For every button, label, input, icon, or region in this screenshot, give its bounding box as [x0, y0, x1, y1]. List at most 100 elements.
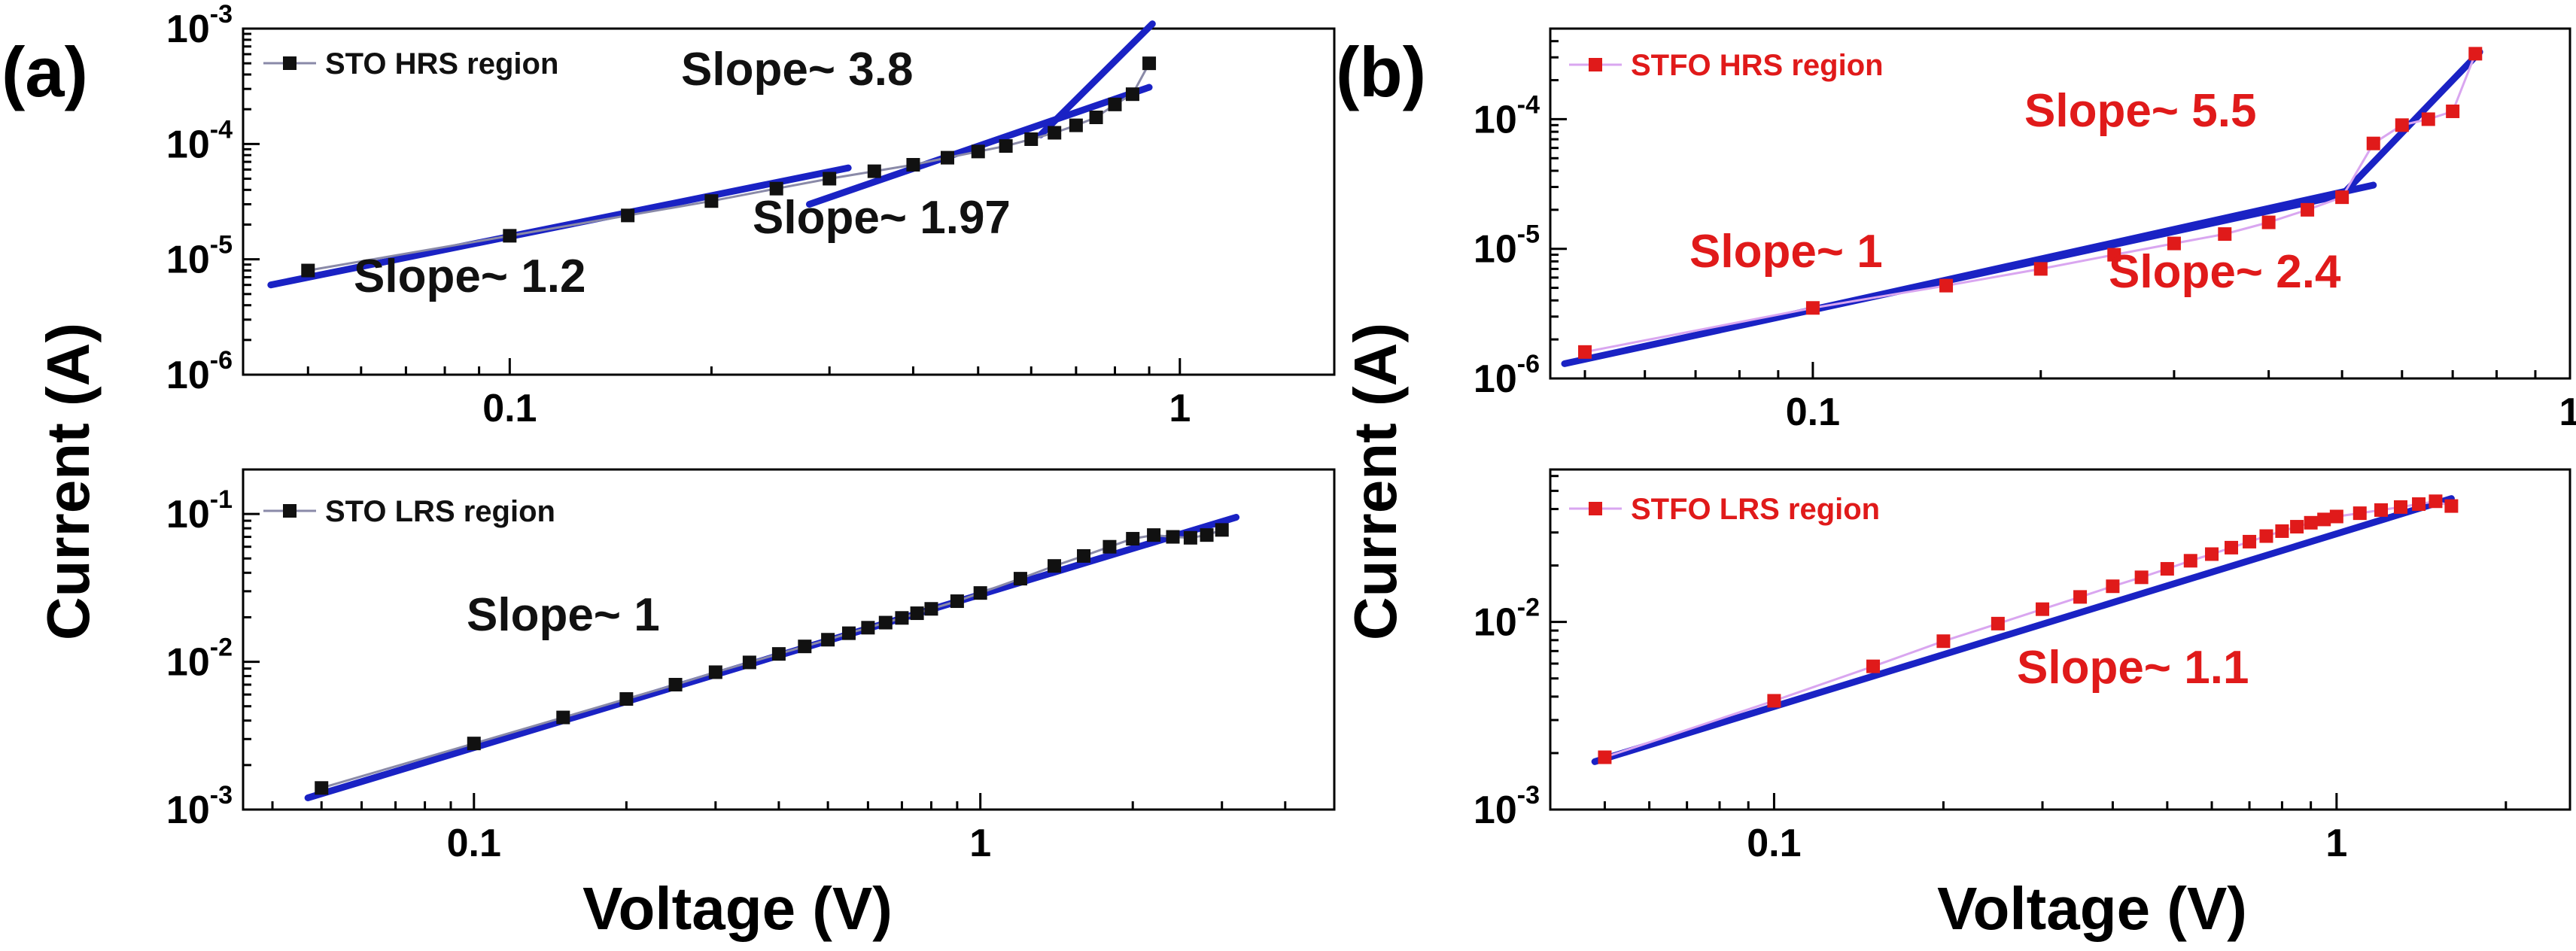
x-tick-label: 1 — [2325, 822, 2347, 865]
y-tick-label: 10-3 — [1474, 781, 1540, 832]
panel-label-b: (b) — [1336, 32, 1426, 111]
data-point — [2106, 579, 2120, 594]
legend-label: STFO HRS region — [1631, 49, 1884, 82]
data-point — [973, 586, 987, 600]
fit-line — [1037, 20, 1156, 138]
data-point — [1215, 523, 1229, 537]
data-point — [1598, 750, 1612, 764]
chart-panel-sto-lrs: 0.1 1 10-3 10-2 10-1 STO LRS region Slope~ 1 — [166, 468, 1336, 865]
x-axis-label-left: Voltage (V) — [582, 875, 893, 942]
y-tick-label: 10-4 — [1474, 90, 1540, 141]
data-point — [1200, 528, 1214, 542]
data-point — [1183, 530, 1197, 545]
data-point — [1126, 532, 1140, 546]
legend-marker — [1589, 58, 1602, 71]
data-point — [2259, 529, 2273, 543]
data-point — [1936, 634, 1951, 649]
data-point — [2225, 540, 2239, 554]
data-point — [940, 150, 954, 165]
legend-marker — [283, 504, 297, 518]
data-point — [841, 626, 856, 640]
plot-frame — [1549, 27, 2571, 380]
data-point — [301, 263, 315, 278]
data-point — [2160, 562, 2174, 576]
data-point — [2033, 262, 2048, 276]
data-point — [1866, 659, 1881, 673]
data-point — [2317, 512, 2331, 527]
data-point — [2468, 47, 2483, 61]
legend-label: STO HRS region — [325, 47, 558, 81]
data-point — [619, 692, 634, 706]
data-point — [1048, 126, 1062, 140]
slope-annotation: Slope~ 1.97 — [753, 192, 1011, 244]
data-point — [2329, 509, 2343, 524]
slope-annotation: Slope~ 1.1 — [2017, 642, 2249, 694]
data-point — [2073, 590, 2088, 604]
x-tick-label: 0.1 — [482, 387, 537, 430]
data-point — [1805, 301, 1820, 315]
slope-annotation: Slope~ 1.2 — [354, 251, 585, 302]
data-point — [1939, 278, 1954, 293]
data-point — [910, 606, 924, 621]
slope-annotation: Slope~ 1 — [1689, 226, 1883, 278]
x-tick-label: 0.1 — [447, 822, 501, 865]
y-axis-label-left: Current (A) — [35, 323, 102, 640]
data-point — [2395, 118, 2409, 132]
data-point — [2107, 248, 2121, 262]
y-tick-label: 10-6 — [1474, 350, 1540, 401]
data-point — [2304, 515, 2318, 530]
data-point — [861, 621, 875, 635]
data-point — [771, 647, 786, 661]
data-point — [906, 158, 920, 172]
data-point — [971, 144, 985, 159]
data-point — [621, 208, 635, 223]
slope-annotation: Slope~ 3.8 — [681, 44, 913, 96]
fit-line — [1591, 495, 2455, 765]
data-point — [2134, 570, 2149, 585]
slope-annotation: Slope~ 2.4 — [2109, 246, 2341, 298]
data-point — [1048, 559, 1062, 573]
chart-panel-stfo-hrs: 0.1 1 10-6 10-5 10-4 STFO HRS region Slope~ 1 S… — [1474, 27, 2576, 434]
chart-panel-stfo-lrs: 0.1 1 10-3 10-2 STFO LRS region Slope~ 1.1 — [1474, 468, 2571, 865]
data-point — [2261, 215, 2276, 229]
legend-marker — [1589, 502, 1602, 515]
data-point — [1077, 548, 1091, 563]
data-point — [2205, 547, 2219, 561]
y-tick-label: 10-5 — [166, 231, 233, 282]
y-tick-label: 10-3 — [166, 781, 233, 832]
data-point — [2428, 494, 2443, 509]
data-point — [2352, 506, 2367, 521]
slope-annotation: Slope~ 5.5 — [2024, 85, 2256, 137]
x-tick-label: 1 — [969, 822, 991, 865]
data-point — [704, 194, 719, 208]
data-point — [2374, 503, 2389, 517]
data-point — [2421, 112, 2435, 126]
data-point — [1108, 97, 1122, 111]
plot-frame — [242, 468, 1336, 811]
y-tick-label: 10-1 — [166, 485, 233, 536]
y-tick-label: 10-6 — [166, 346, 233, 397]
data-point — [2444, 499, 2459, 513]
data-point — [1013, 572, 1027, 586]
panel-label-a: (a) — [2, 32, 88, 111]
data-point — [821, 633, 835, 647]
fit-line — [304, 514, 1240, 801]
legend-label: STO LRS region — [325, 495, 555, 528]
data-point — [823, 172, 837, 186]
data-point — [2301, 202, 2315, 217]
data-point — [503, 229, 517, 243]
legend-marker — [283, 56, 297, 70]
data-point — [708, 665, 722, 679]
data-point — [2290, 520, 2304, 534]
data-point — [895, 611, 909, 625]
data-point — [315, 781, 329, 795]
data-point — [1147, 528, 1161, 542]
data-point — [924, 602, 938, 616]
legend-label: STFO LRS region — [1631, 493, 1880, 526]
x-tick-label: 0.1 — [1747, 822, 1801, 865]
data-point — [2446, 104, 2460, 118]
data-point — [878, 615, 893, 630]
plot-frame — [242, 27, 1336, 376]
y-tick-label: 10-4 — [166, 115, 233, 166]
